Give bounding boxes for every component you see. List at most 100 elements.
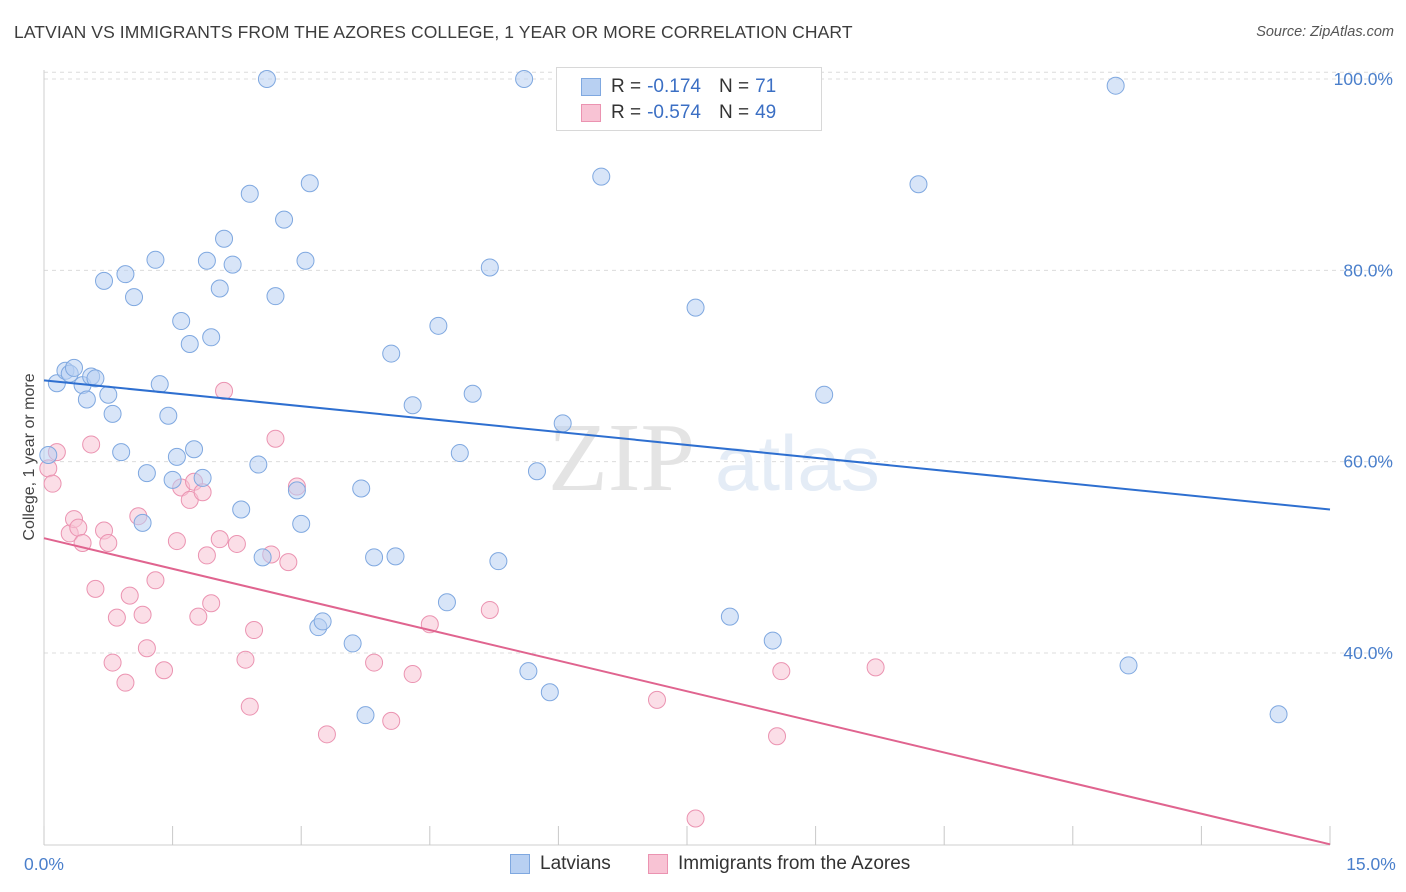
latvians-point: [429, 316, 448, 335]
bottom-legend-label-latvians: Latvians: [540, 853, 611, 874]
azores-point: [240, 697, 259, 716]
latvians-point: [292, 514, 311, 533]
azores-point: [210, 530, 229, 549]
azores-point: [167, 532, 186, 551]
latvians-point: [150, 375, 169, 394]
latvians-point: [112, 443, 131, 462]
latvians-point: [403, 396, 422, 415]
azores-point: [866, 658, 885, 677]
azores-point: [227, 534, 246, 553]
azores-point: [197, 546, 216, 565]
azores-trend-line: [43, 537, 1331, 846]
latvians-point: [686, 298, 705, 317]
latvians-point: [257, 70, 276, 88]
latvians-point: [1119, 656, 1138, 675]
latvians-point: [210, 279, 229, 298]
latvians-point: [116, 265, 135, 284]
latvians-point: [39, 445, 58, 464]
azores-point: [480, 600, 499, 619]
axis-labels: 40.0% 60.0% 80.0% 100.0% 0.0% 15.0% College, 1…: [21, 69, 1396, 874]
trend-lines: [43, 379, 1331, 846]
latvians-point: [300, 174, 319, 193]
azores-point: [403, 665, 422, 684]
latvians-point: [909, 175, 928, 194]
latvians-point: [382, 344, 401, 363]
y-tick-label: 40.0%: [1343, 643, 1393, 663]
legend-n-label: N =: [718, 102, 750, 123]
grid-lines: [44, 71, 1393, 654]
latvians-point: [103, 404, 122, 423]
latvians-point: [527, 462, 546, 481]
azores-point: [382, 711, 401, 730]
watermark: ZIP atlas: [548, 404, 880, 512]
legend-r-label: R =: [611, 102, 642, 123]
latvians-point: [356, 706, 375, 725]
latvians-point: [146, 250, 165, 269]
latvians-point: [65, 358, 84, 377]
azores-point: [133, 605, 152, 624]
legend-r-label: R =: [611, 76, 642, 97]
latvians-point: [763, 631, 782, 650]
latvians-point: [99, 385, 118, 404]
latvians-point: [592, 167, 611, 186]
latvians-point: [159, 406, 178, 425]
x-tick-label-max: 15.0%: [1346, 854, 1396, 874]
legend-swatch-latvians: [581, 78, 601, 96]
legend-n-label: N =: [718, 76, 750, 97]
azores-point: [279, 553, 298, 572]
latvians-point: [343, 634, 362, 653]
latvians-point: [240, 184, 259, 203]
latvians-point: [95, 271, 114, 290]
latvians-point: [180, 334, 199, 353]
azores-point: [69, 518, 88, 537]
y-tick-label: 100.0%: [1334, 69, 1393, 89]
latvians-point: [202, 328, 221, 347]
latvians-point: [720, 607, 739, 626]
y-axis-label: College, 1 year or more: [21, 373, 38, 540]
bottom-legend-azores: Immigrants from the Azores: [648, 851, 910, 877]
latvians-point: [296, 251, 315, 270]
latvians-point: [193, 468, 212, 487]
latvians-point: [437, 593, 456, 612]
latvians-point: [540, 683, 559, 702]
legend-r-value: -0.174: [647, 76, 701, 97]
latvians-point: [197, 251, 216, 270]
legend-n-value: 71: [755, 76, 777, 97]
azores-point: [647, 690, 666, 709]
azores-point: [146, 571, 165, 590]
latvians-point: [1269, 705, 1288, 724]
latvians-point: [86, 369, 105, 388]
y-tick-label: 80.0%: [1343, 260, 1393, 280]
latvians-point: [266, 287, 285, 306]
latvians-point: [163, 470, 182, 489]
latvians-point: [185, 440, 204, 459]
azores-point: [120, 586, 139, 605]
azores-point: [686, 809, 705, 828]
azores-point: [99, 533, 118, 552]
azores-point: [365, 653, 384, 672]
legend-row-azores: R = -0.574 N = 49: [581, 100, 776, 126]
azores-point: [137, 639, 156, 658]
latvians-point: [313, 612, 332, 631]
azores-point: [215, 381, 234, 400]
latvians-point: [215, 229, 234, 248]
latvians-point: [815, 385, 834, 404]
latvians-point: [515, 70, 534, 88]
series-azores-points: [39, 381, 885, 828]
latvians-trend-line: [43, 379, 1331, 511]
azores-point: [772, 662, 791, 681]
latvians-point: [167, 447, 186, 466]
azores-point: [86, 579, 105, 598]
azores-point: [189, 607, 208, 626]
latvians-point: [553, 414, 572, 433]
azores-point: [245, 621, 264, 640]
latvians-point: [450, 444, 469, 463]
bottom-legend-latvians: Latvians: [510, 851, 611, 877]
latvians-point: [519, 662, 538, 681]
latvians-point: [386, 547, 405, 566]
latvians-point: [480, 258, 499, 277]
bottom-legend-swatch-azores: [648, 854, 668, 874]
series-latvians-points: [39, 70, 1288, 725]
latvians-point: [249, 455, 268, 474]
